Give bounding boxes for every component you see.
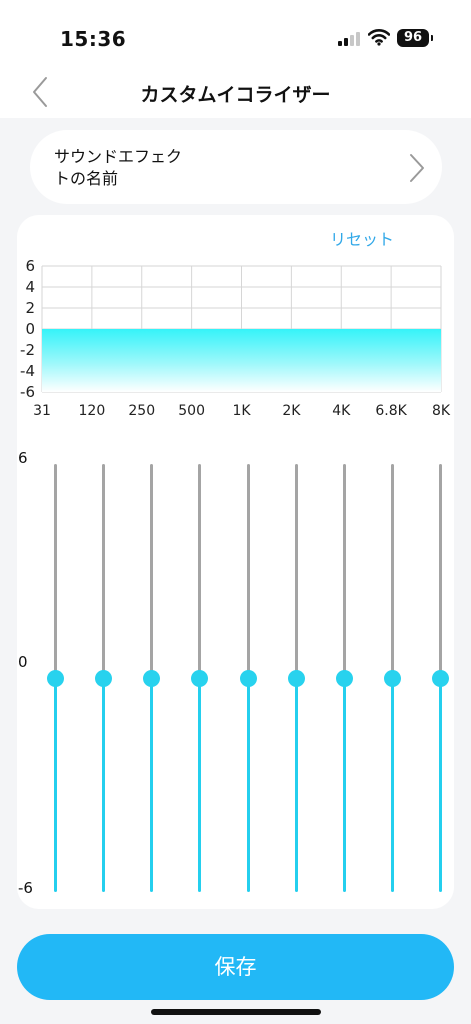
wifi-icon — [368, 29, 390, 46]
chart-ytick-label: 0 — [25, 320, 35, 338]
chart-xtick-label: 120 — [78, 403, 106, 419]
band-slider-1k[interactable] — [239, 464, 259, 892]
slider-thumb[interactable] — [95, 670, 113, 687]
slider-thumb[interactable] — [335, 670, 353, 687]
chevron-right-icon — [410, 154, 424, 182]
band-slider-8k[interactable] — [431, 464, 451, 892]
slider-track-inactive — [198, 464, 202, 678]
slider-track-inactive — [390, 464, 394, 678]
slider-track-active — [294, 678, 298, 892]
slider-track-inactive — [294, 464, 298, 678]
slider-scale-middle: 0 — [18, 653, 28, 671]
slider-thumb[interactable] — [432, 670, 449, 687]
chart-ytick-label: 2 — [25, 299, 35, 317]
band-slider-2k[interactable] — [287, 464, 307, 892]
chart-xtick-label: 31 — [33, 403, 51, 419]
chart-ytick-label: 6 — [25, 257, 35, 275]
battery-indicator: 96 — [397, 29, 433, 47]
save-button[interactable]: 保存 — [17, 934, 454, 1000]
slider-scale-bottom: -6 — [18, 879, 33, 897]
chart-xtick-label: 250 — [128, 403, 156, 419]
chart-xtick-label: 2K — [282, 403, 301, 419]
slider-track-active — [54, 678, 57, 892]
band-slider-4k[interactable] — [335, 464, 355, 892]
reset-button[interactable]: リセット — [330, 230, 395, 249]
slider-track-inactive — [246, 464, 250, 678]
band-slider-31[interactable] — [46, 464, 66, 892]
slider-track-active — [390, 678, 394, 892]
status-bar: 15:36 96 — [0, 0, 471, 66]
slider-thumb[interactable] — [383, 670, 401, 687]
slider-thumb[interactable] — [143, 670, 161, 687]
slider-track-inactive — [150, 464, 154, 678]
slider-thumb[interactable] — [47, 670, 64, 687]
chart-xtick-label: 8K — [431, 403, 451, 419]
chart-ytick-label: -6 — [20, 383, 35, 401]
band-slider-500[interactable] — [190, 464, 210, 892]
chart-xtick-label: 4K — [332, 403, 351, 419]
chart-xtick-label: 1K — [232, 403, 251, 419]
slider-track-active — [198, 678, 202, 892]
slider-track-active — [439, 678, 442, 892]
band-slider-6-8k[interactable] — [383, 464, 403, 892]
slider-track-active — [342, 678, 346, 892]
cellular-signal-icon — [338, 30, 362, 46]
slider-track-inactive — [54, 464, 57, 678]
sound-effect-name-label: サウンドエフェク トの名前 — [54, 146, 224, 190]
slider-track-inactive — [439, 464, 442, 678]
chart-xtick-label: 6.8K — [375, 403, 407, 419]
home-indicator — [151, 1009, 321, 1015]
chart-xtick-label: 500 — [178, 403, 205, 419]
chart-ytick-label: -2 — [20, 341, 35, 359]
slider-track-inactive — [102, 464, 106, 678]
status-time: 15:36 — [60, 27, 127, 51]
slider-thumb[interactable] — [287, 670, 305, 687]
chart-ytick-label: -4 — [20, 362, 35, 380]
slider-track-inactive — [342, 464, 346, 678]
sound-effect-name-row[interactable]: サウンドエフェク トの名前 — [30, 130, 442, 204]
band-slider-120[interactable] — [94, 464, 114, 892]
chevron-left-icon — [33, 77, 47, 107]
sound-effect-name-line-1: サウンドエフェク — [54, 147, 183, 166]
slider-track-active — [246, 678, 250, 892]
back-button[interactable] — [26, 72, 62, 112]
slider-thumb[interactable] — [239, 670, 257, 687]
slider-scale-top: 6 — [18, 449, 28, 467]
slider-thumb[interactable] — [191, 670, 209, 687]
navigation-bar: カスタムイコライザー — [0, 66, 471, 118]
chart-ytick-label: 4 — [25, 278, 35, 296]
sound-effect-name-line-2: トの名前 — [54, 169, 119, 188]
frequency-response-chart — [41, 265, 442, 393]
band-slider-250[interactable] — [142, 464, 162, 892]
slider-track-active — [102, 678, 106, 892]
page-title: カスタムイコライザー — [140, 84, 331, 106]
chart-area-series — [42, 329, 441, 392]
slider-track-active — [150, 678, 154, 892]
